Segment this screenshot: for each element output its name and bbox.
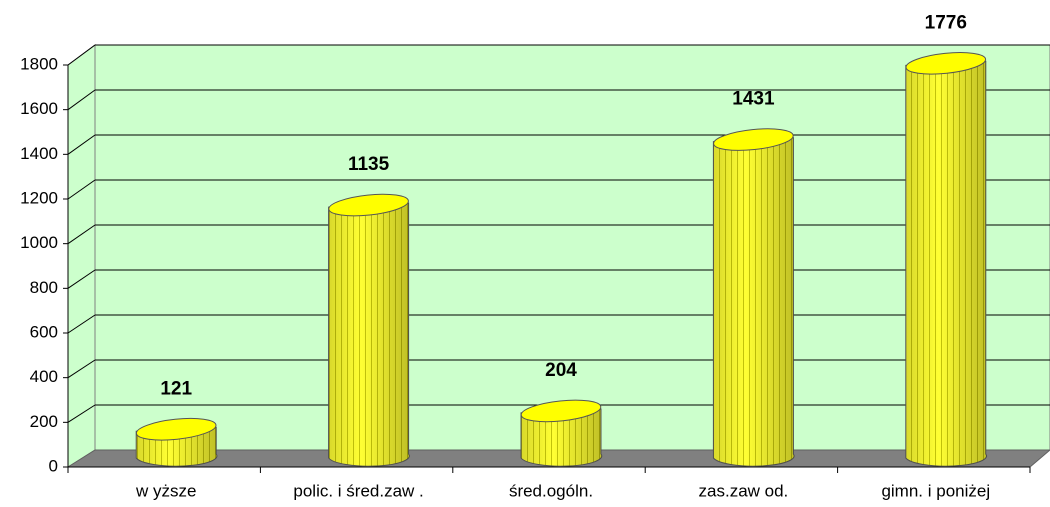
bar-top [520, 399, 602, 423]
y-tick-label: 200 [30, 412, 58, 431]
bar [712, 128, 795, 467]
grid-line [67, 179, 96, 200]
back-wall [94, 44, 1050, 451]
bar [328, 193, 410, 467]
x-tick-label: gimn. i poniżej [881, 481, 990, 500]
bar [520, 399, 603, 467]
y-tick-label: 800 [30, 278, 58, 297]
y-tick-label: 1400 [20, 144, 58, 163]
grid-line [67, 89, 96, 111]
grid-line [67, 269, 96, 289]
grid-line [67, 44, 96, 66]
value-label: 1431 [732, 89, 775, 110]
plot-walls [66, 44, 1050, 468]
bar-top [135, 417, 217, 441]
bar [135, 417, 218, 467]
side-wall [67, 44, 96, 468]
y-tick-label: 600 [30, 322, 58, 341]
value-label: 1776 [925, 12, 967, 33]
y-tick-label: 1000 [20, 233, 58, 252]
x-tick-label: zas.zaw od. [699, 481, 789, 500]
x-tick-label: w yższe [135, 481, 196, 500]
y-tick-label: 1200 [20, 188, 58, 207]
bar-shade [713, 137, 795, 467]
grid-line [67, 224, 96, 245]
grid-line [67, 314, 96, 334]
bar-top [713, 128, 794, 151]
bar-shade [905, 61, 987, 467]
grid-line [67, 404, 96, 423]
value-label: 204 [545, 360, 577, 381]
value-label: 121 [160, 378, 192, 399]
grid-line [67, 359, 96, 379]
y-tick-label: 400 [30, 367, 58, 386]
bar-top [328, 193, 409, 217]
bar-top [905, 52, 987, 75]
y-tick-label: 1800 [20, 54, 58, 73]
grid-line [67, 134, 96, 155]
bar-shade [328, 203, 410, 467]
bar [905, 52, 988, 467]
y-tick-label: 1600 [20, 99, 58, 118]
y-tick-label: 0 [49, 456, 58, 475]
x-tick-label: śred.ogóln. [509, 481, 593, 500]
bar-shade [521, 408, 602, 467]
x-tick-label: polic. i śred.zaw . [293, 481, 423, 500]
value-label: 1135 [348, 154, 390, 175]
